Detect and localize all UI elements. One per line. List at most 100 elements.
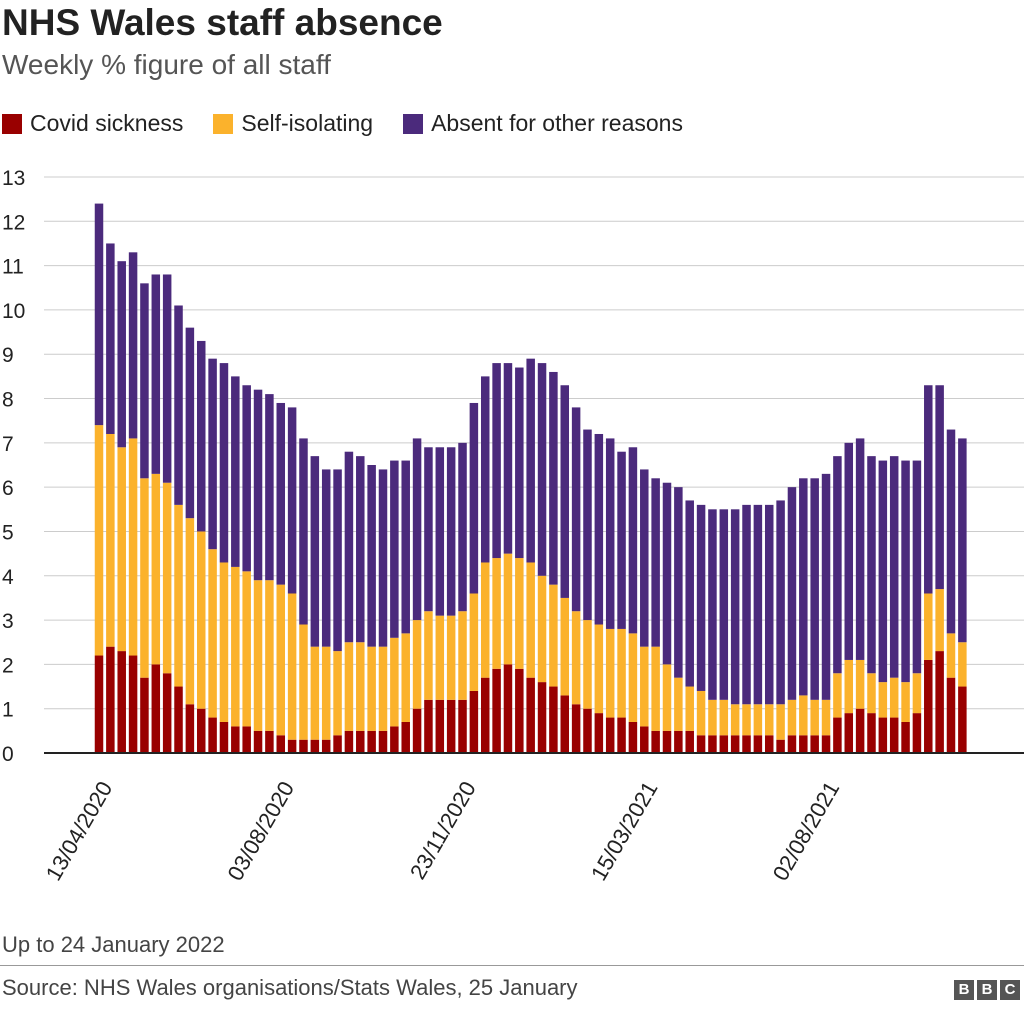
bar-other-76	[958, 438, 967, 643]
bar-covid-71	[901, 721, 910, 753]
bar-self-isolating-17	[287, 593, 297, 740]
bar-self-isolating-59	[764, 704, 774, 736]
bar-covid-35	[492, 668, 501, 753]
bar-self-isolating-62	[799, 695, 808, 736]
bar-other-71	[901, 460, 910, 683]
bar-other-61	[787, 487, 797, 700]
bar-covid-39	[537, 682, 547, 753]
bar-other-67	[855, 438, 865, 660]
bar-covid-25	[378, 730, 388, 753]
bar-covid-7	[174, 686, 183, 753]
bar-covid-67	[855, 708, 865, 753]
bar-other-28	[412, 438, 422, 621]
bar-covid-1	[106, 646, 115, 753]
bar-other-18	[299, 438, 308, 625]
bar-other-2	[117, 261, 126, 448]
bar-covid-37	[515, 668, 524, 753]
bar-other-52	[685, 500, 694, 687]
y-tick-label-11: 11	[2, 256, 24, 279]
bar-self-isolating-64	[821, 699, 831, 736]
bar-covid-41	[560, 695, 570, 753]
bar-covid-72	[912, 713, 922, 753]
bar-other-53	[696, 504, 706, 691]
bar-other-64	[821, 473, 831, 700]
bar-covid-47	[628, 721, 638, 753]
bar-other-74	[935, 385, 944, 590]
bar-covid-33	[469, 690, 479, 753]
bar-self-isolating-63	[810, 699, 819, 736]
bar-covid-4	[140, 677, 149, 753]
bar-self-isolating-0	[94, 425, 104, 656]
legend-item-covid: Covid sickness	[2, 110, 183, 137]
bar-covid-30	[435, 699, 445, 753]
bar-other-16	[276, 402, 286, 585]
bar-self-isolating-55	[719, 699, 729, 736]
bar-self-isolating-28	[412, 620, 422, 709]
bar-self-isolating-12	[231, 566, 240, 727]
bar-other-54	[708, 509, 717, 700]
bar-other-43	[583, 429, 592, 621]
bar-self-isolating-52	[685, 686, 694, 731]
y-tick-label-8: 8	[2, 389, 14, 412]
logo-letter-b2: B	[977, 980, 997, 1000]
y-tick-label-5: 5	[2, 521, 14, 544]
bar-covid-26	[390, 726, 399, 753]
bar-self-isolating-75	[946, 633, 956, 678]
bar-other-59	[764, 504, 774, 705]
bar-self-isolating-70	[889, 677, 899, 718]
bar-self-isolating-40	[549, 584, 558, 687]
bar-other-36	[503, 363, 513, 554]
legend-label-other-reasons: Absent for other reasons	[431, 110, 683, 136]
bar-self-isolating-34	[480, 562, 490, 678]
bar-covid-45	[605, 717, 615, 753]
bar-self-isolating-4	[140, 478, 149, 678]
bar-self-isolating-74	[935, 589, 944, 652]
bar-self-isolating-48	[640, 646, 649, 727]
bar-other-34	[480, 376, 490, 563]
bar-self-isolating-36	[503, 553, 513, 665]
bar-other-38	[526, 358, 535, 563]
bar-self-isolating-60	[776, 704, 785, 740]
bar-covid-12	[231, 726, 240, 753]
bar-covid-69	[878, 717, 888, 753]
bar-self-isolating-41	[560, 597, 570, 696]
bar-self-isolating-43	[583, 620, 592, 709]
bar-covid-73	[924, 659, 933, 753]
bar-other-6	[162, 274, 172, 483]
y-tick-label-9: 9	[2, 344, 14, 367]
bar-covid-14	[253, 730, 263, 753]
bbc-logo: B B C	[951, 980, 1020, 1000]
bar-covid-18	[299, 739, 308, 753]
bar-other-14	[253, 389, 263, 581]
bar-self-isolating-39	[537, 575, 547, 683]
bar-self-isolating-31	[446, 615, 456, 700]
bar-covid-0	[94, 655, 104, 753]
bar-other-24	[367, 465, 376, 647]
bar-self-isolating-66	[844, 659, 854, 714]
bar-self-isolating-6	[162, 482, 172, 674]
bar-other-12	[231, 376, 240, 567]
bar-covid-15	[265, 730, 274, 753]
x-tick-label-4: 02/08/2021	[768, 777, 845, 885]
bar-covid-28	[412, 708, 422, 753]
bar-self-isolating-35	[492, 558, 501, 669]
bar-self-isolating-72	[912, 673, 922, 714]
bar-covid-51	[674, 730, 683, 753]
bar-other-4	[140, 283, 149, 479]
bar-self-isolating-51	[674, 677, 683, 731]
bar-covid-34	[480, 677, 490, 753]
y-tick-label-2: 2	[2, 654, 14, 677]
bar-covid-38	[526, 677, 535, 753]
bar-self-isolating-23	[356, 642, 365, 731]
bar-other-68	[867, 456, 876, 674]
y-tick-label-3: 3	[2, 610, 14, 633]
x-tick-label-3: 15/03/2021	[586, 777, 663, 885]
bar-other-8	[185, 327, 195, 519]
bar-covid-19	[310, 739, 320, 753]
bar-self-isolating-58	[753, 704, 763, 736]
bar-covid-13	[242, 726, 251, 753]
bar-other-5	[151, 274, 161, 474]
bar-self-isolating-76	[958, 642, 967, 687]
bar-covid-56	[730, 735, 740, 753]
x-tick-label-1: 03/08/2020	[222, 777, 299, 885]
